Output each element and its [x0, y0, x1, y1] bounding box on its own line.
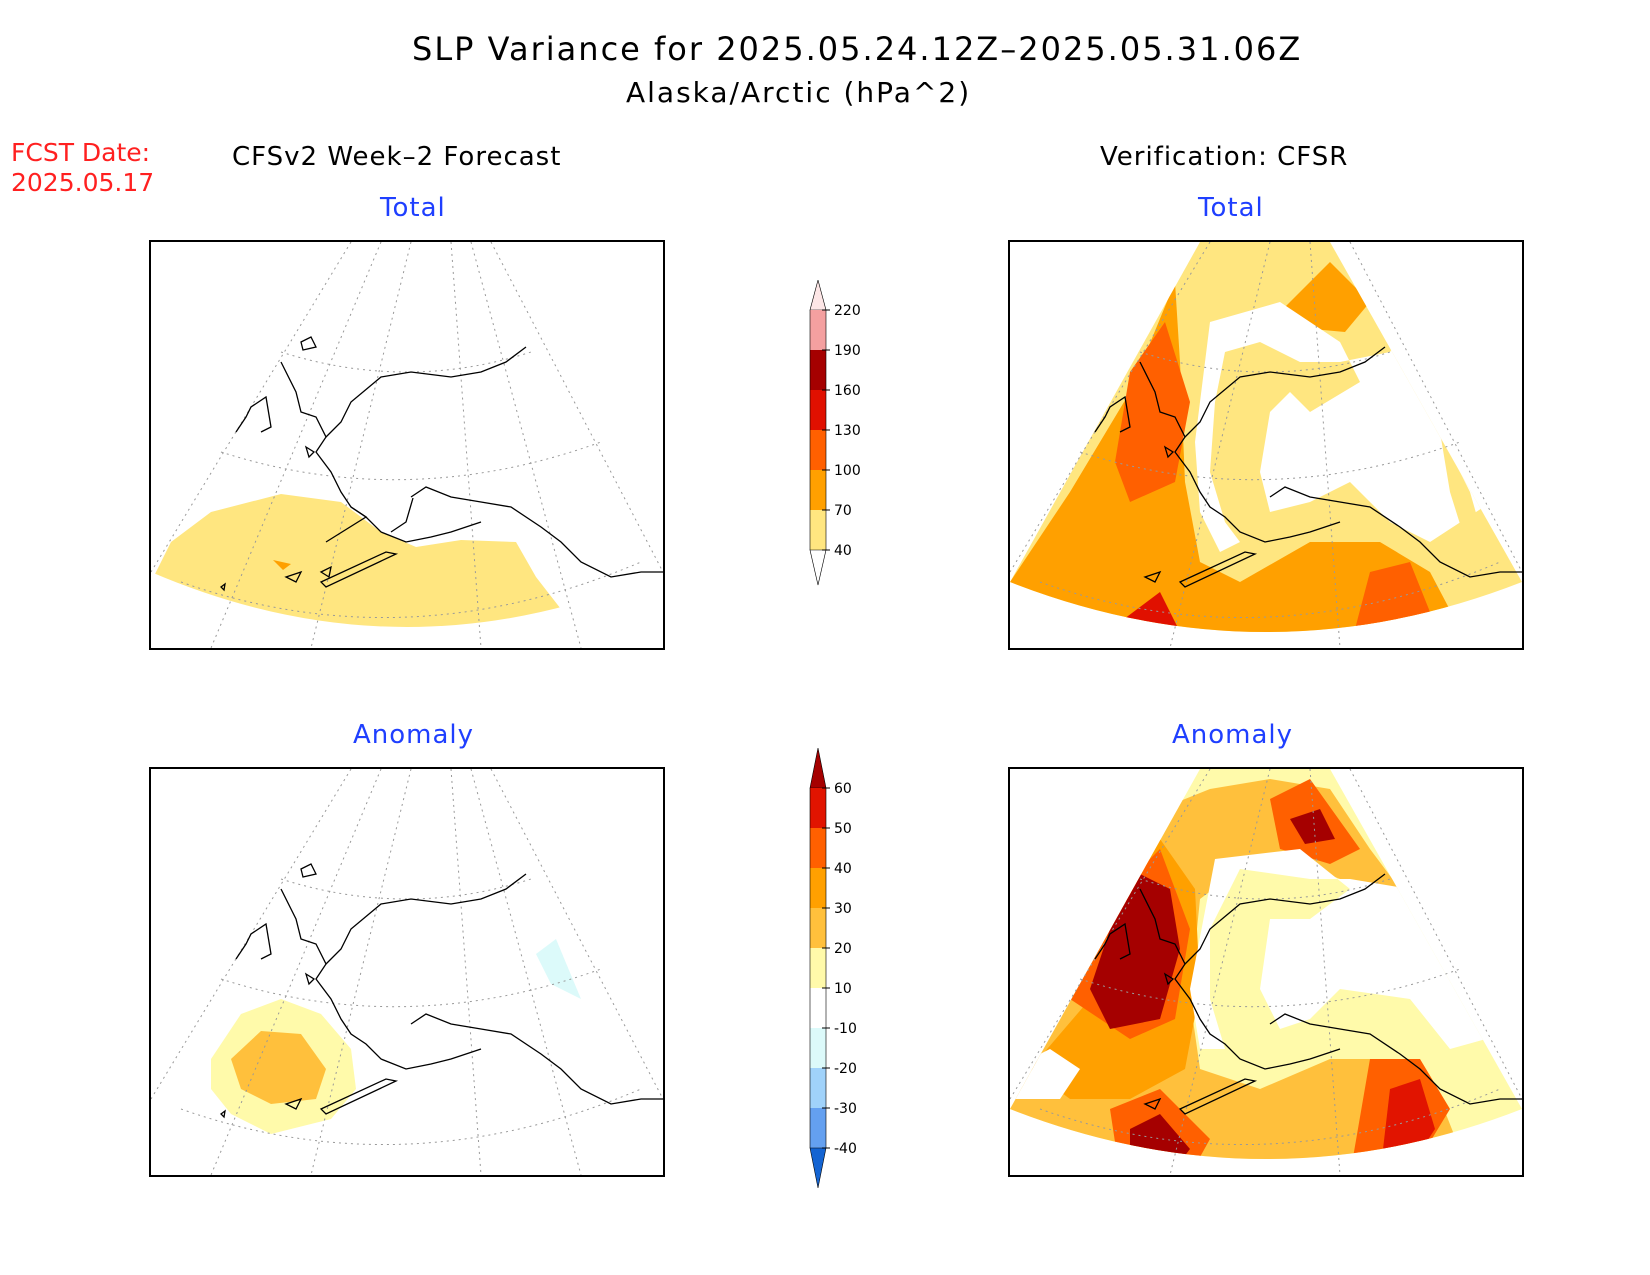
panel-title-total-verification: Total [1198, 193, 1264, 223]
colorbar-anomaly-label: 30 [834, 901, 852, 917]
colorbar-total-swatch [810, 430, 826, 470]
colorbar-total-label: 190 [834, 343, 861, 359]
colorbar-anomaly-label: -10 [834, 1021, 857, 1037]
map-forecast-anomaly [149, 767, 665, 1177]
map-verification-anomaly [1008, 767, 1524, 1177]
contour-70 [273, 560, 291, 570]
colorbar-total-swatch [810, 470, 826, 510]
colorbar-anomaly-cap-top [809, 748, 827, 789]
colorbar-anomaly-label: -40 [834, 1141, 857, 1157]
panel-title-anomaly-verification: Anomaly [1172, 720, 1294, 750]
colorbar-total-label: 70 [834, 503, 852, 519]
colorbar-total-swatch [810, 510, 826, 550]
fcst-date-label: FCST Date: [11, 138, 151, 167]
main-subtitle: Alaska/Arctic (hPa^2) [626, 76, 972, 109]
colorbar-total-label: 160 [834, 383, 861, 399]
colorbar-anomaly-swatch [810, 948, 826, 988]
colorbar-anomaly-cap-bottom [809, 1147, 827, 1189]
colorbar-anomaly: -40 -30 -20 -10 10 20 30 40 50 60 [809, 748, 857, 1189]
colorbar-anomaly-swatch [810, 868, 826, 908]
right-column-title: Verification: CFSR [1100, 142, 1349, 172]
colorbar-anomaly-swatch [810, 788, 826, 828]
colorbar-anomaly-swatch [810, 1028, 826, 1068]
panel-title-anomaly-forecast: Anomaly [353, 720, 475, 750]
colorbar-anomaly-label: -30 [834, 1101, 857, 1117]
main-title: SLP Variance for 2025.05.24.12Z–2025.05.… [412, 30, 1303, 68]
panel-title-total-forecast: Total [380, 193, 446, 223]
colorbar-anomaly-swatch [810, 908, 826, 948]
colorbar-anomaly-label: 20 [834, 941, 852, 957]
fcst-date-value: 2025.05.17 [11, 168, 155, 197]
colorbar-total-cap-bottom [809, 549, 827, 586]
colorbar-anomaly-label: -20 [834, 1061, 857, 1077]
colorbar-anomaly-label: 60 [834, 781, 852, 797]
colorbar-anomaly-swatch [810, 828, 826, 868]
colorbar-total-label: 130 [834, 423, 861, 439]
map-verification-total [1008, 240, 1524, 650]
colorbar-total-cap-top [809, 280, 827, 311]
colorbar-anomaly-swatch [810, 988, 826, 1028]
colorbar-anomaly-label: 10 [834, 981, 852, 997]
colorbar-total: 40 70 100 130 160 190 220 [809, 280, 861, 586]
colorbar-total-label: 40 [834, 543, 852, 559]
colorbar-anomaly-swatch [810, 1068, 826, 1108]
colorbar-total-label: 100 [834, 463, 861, 479]
colorbar-anomaly-label: 40 [834, 861, 852, 877]
colorbar-total-swatch [810, 350, 826, 390]
colorbar-total-swatch [810, 390, 826, 430]
left-column-title: CFSv2 Week–2 Forecast [232, 142, 562, 172]
colorbar-anomaly-label: 50 [834, 821, 852, 837]
colorbar-anomaly-swatch [810, 1108, 826, 1148]
colorbar-total-label: 220 [834, 303, 861, 319]
colorbar-total-swatch [810, 310, 826, 350]
map-forecast-total [149, 240, 665, 650]
